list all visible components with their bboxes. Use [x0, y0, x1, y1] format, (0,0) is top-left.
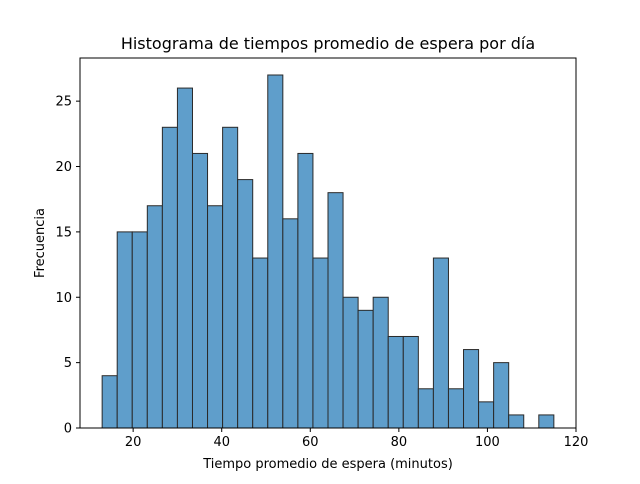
y-tick-label: 20 [55, 160, 72, 175]
histogram-bar [222, 126, 239, 429]
x-tick-label: 80 [391, 435, 408, 450]
histogram-bar [447, 388, 465, 429]
histogram-bar [342, 296, 359, 429]
y-tick-label: 0 [64, 422, 72, 437]
x-tick-label: 120 [564, 435, 589, 450]
histogram-bar [463, 349, 480, 429]
y-axis-label: Frecuencia [33, 208, 48, 278]
histogram-bar [176, 87, 193, 429]
histogram-bar [207, 205, 224, 429]
histogram-bar [508, 414, 525, 429]
histogram-bar [417, 388, 434, 429]
histogram-bar [282, 218, 299, 429]
histogram-bar [191, 152, 209, 429]
y-tick-label: 25 [55, 95, 72, 110]
x-tick-label: 60 [302, 435, 319, 450]
y-axis-ticks: 0 5 10 15 20 25 [55, 95, 80, 437]
histogram-bar [297, 152, 314, 429]
histogram-bar [432, 257, 449, 429]
histogram-bar [478, 401, 495, 429]
y-tick-label: 5 [64, 356, 72, 371]
histogram-bar [161, 126, 178, 429]
y-tick-label: 15 [55, 225, 72, 240]
histogram-bar [267, 74, 284, 429]
histogram-bar [116, 231, 133, 429]
histogram-bars [101, 74, 555, 429]
histogram-bar [387, 335, 404, 429]
histogram-bar [146, 205, 163, 429]
histogram-bar [312, 257, 329, 429]
y-tick-label: 10 [55, 291, 72, 306]
histogram-bar [372, 296, 389, 429]
histogram-bar [357, 309, 374, 429]
histogram-bar [327, 192, 344, 429]
histogram-bar [538, 414, 555, 429]
histogram-bar [237, 179, 254, 429]
x-tick-label: 20 [125, 435, 142, 450]
plot-frame [79, 57, 577, 429]
histogram-bar [101, 375, 118, 429]
x-axis-label: Tiempo promedio de espera (minutos) [202, 457, 453, 472]
histogram-bar [252, 257, 269, 429]
histogram-bar [131, 231, 148, 429]
histogram-bar [402, 335, 419, 429]
x-axis-ticks: 20 40 60 80 100 120 [125, 428, 589, 450]
x-tick-label: 40 [213, 435, 230, 450]
histogram-bar [493, 362, 510, 429]
x-tick-label: 100 [475, 435, 500, 450]
chart-title: Histograma de tiempos promedio de espera… [121, 34, 535, 53]
